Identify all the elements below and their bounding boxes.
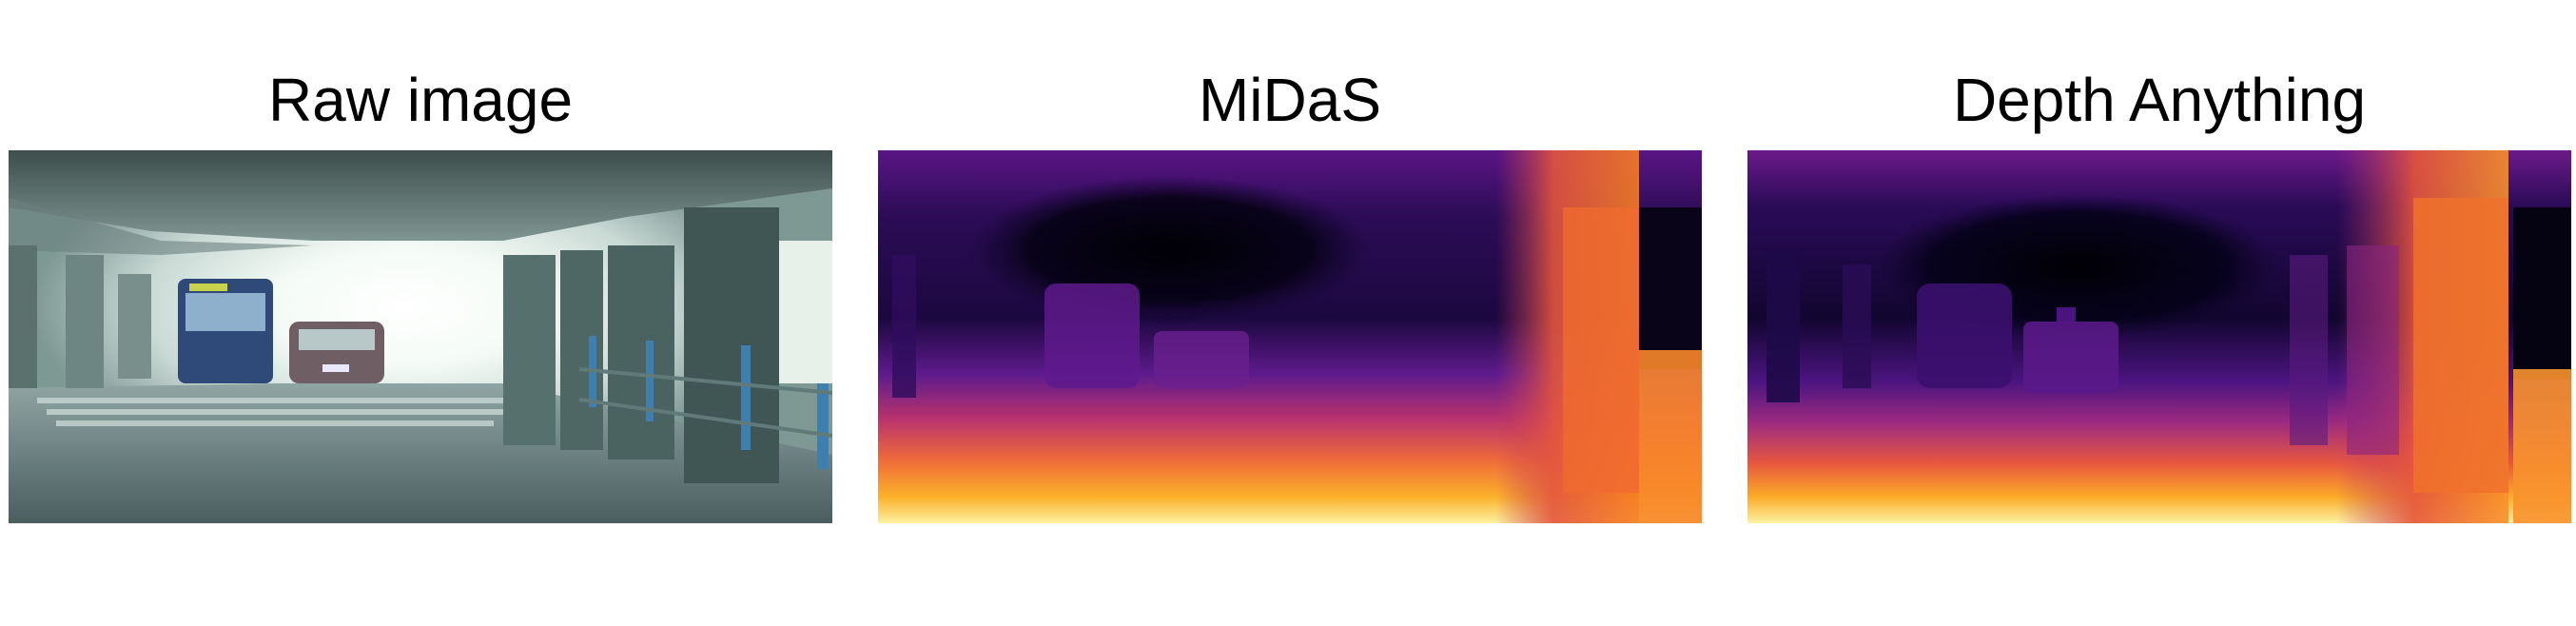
raw-image [9,150,832,523]
raw-image-title: Raw image [267,66,574,134]
depth-anything-title: Depth Anything [1952,66,2367,134]
midas-title: MiDaS [1198,66,1382,134]
midas-depth-map [878,150,1702,523]
midas-depth-panel [878,150,1702,523]
depth-anything-depth-panel [1747,150,2571,523]
depth-anything-depth-map [1747,150,2571,523]
raw-image-panel [9,150,832,523]
